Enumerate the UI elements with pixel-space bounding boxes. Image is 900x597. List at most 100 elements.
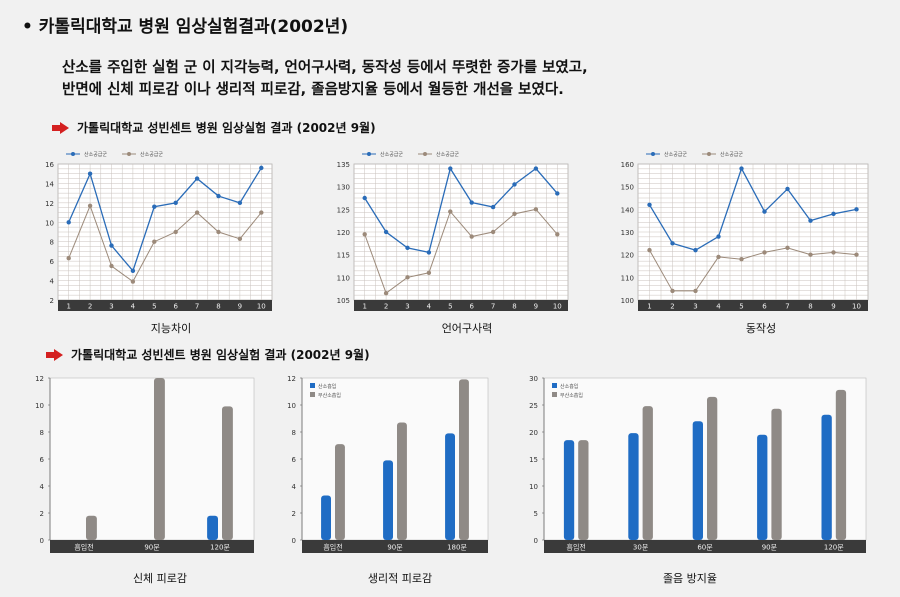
data-point <box>173 229 178 235</box>
line-chart-movement: 100 110 120 130 140 150 160 1 2 3 4 5 6 7 8 9 10 산소공급군 산소공… <box>621 151 869 311</box>
y-tick-label: 10 <box>287 402 296 410</box>
data-point <box>426 270 432 275</box>
chart-caption: 신체 피로감 <box>132 572 188 585</box>
bar-chart-physical-fatigue: 0 2 4 6 8 10 12 흡입전 90분 120분 <box>35 375 255 553</box>
data-point <box>739 166 744 171</box>
data-point <box>426 250 432 255</box>
series-line-placebo <box>649 247 857 292</box>
x-tick-label: 8 <box>216 303 220 311</box>
x-tick-label: 6 <box>469 303 474 311</box>
y-tick-label: 2 <box>292 510 296 518</box>
chart-caption: 언어구사력 <box>441 322 493 335</box>
y-tick-label: 135 <box>337 161 350 169</box>
data-point <box>130 268 136 274</box>
bar-oxygen <box>563 440 575 540</box>
y-tick-label: 12 <box>45 200 54 208</box>
series-line-placebo <box>68 204 262 283</box>
red-arrow-icon <box>46 348 63 361</box>
x-tick-label: 1 <box>66 303 70 311</box>
x-tick-label: 90분 <box>762 544 778 552</box>
legend-marker <box>423 152 427 156</box>
bar-placebo <box>459 379 469 540</box>
data-point <box>216 229 221 235</box>
y-tick-label: 12 <box>287 375 296 383</box>
data-point <box>647 202 652 207</box>
legend-marker <box>367 152 371 156</box>
legend-label: 무산소흡입 <box>560 392 583 399</box>
data-point <box>647 247 652 253</box>
x-tick-label: 3 <box>405 303 409 311</box>
section-heading-bar-charts: 가톨릭대학교 성빈센트 병원 임상실험 결과 (2002년 9월) <box>46 346 370 363</box>
x-tick-label: 6 <box>762 303 767 311</box>
x-tick-label: 2 <box>384 303 388 311</box>
section-heading-line-charts: 가톨릭대학교 성빈센트 병원 임상실험 결과 (2002년 9월) <box>52 119 376 136</box>
x-tick-label: 8 <box>512 303 516 311</box>
data-point <box>469 200 474 205</box>
legend-swatch <box>552 392 557 397</box>
data-point <box>109 263 114 269</box>
bar-oxygen <box>692 421 703 540</box>
data-point <box>194 210 200 215</box>
data-point <box>152 204 157 209</box>
x-axis-band <box>58 300 272 311</box>
x-tick-label: 10 <box>257 303 266 311</box>
legend-label: 산소공급군 <box>140 151 163 158</box>
data-point <box>259 165 264 171</box>
y-tick-label: 5 <box>534 510 538 518</box>
bar-placebo <box>771 408 782 540</box>
y-tick-label: 115 <box>337 252 350 260</box>
bar-placebo <box>642 406 653 540</box>
data-point <box>405 245 410 251</box>
y-tick-label: 10 <box>529 483 538 491</box>
x-tick-label: 10 <box>553 303 562 311</box>
x-tick-label: 4 <box>427 303 432 311</box>
y-tick-label: 120 <box>337 229 350 237</box>
data-point <box>670 241 675 246</box>
bar-oxygen <box>628 433 639 540</box>
legend-label: 산소공급군 <box>720 151 743 158</box>
y-tick-label: 4 <box>40 483 45 491</box>
x-tick-label: 1 <box>362 303 366 311</box>
chart-caption: 졸음 방지율 <box>662 572 718 585</box>
x-axis-band <box>638 300 868 311</box>
x-tick-label: 2 <box>670 303 674 311</box>
plot-area <box>49 377 255 541</box>
series-line-placebo <box>364 208 558 295</box>
bar-placebo <box>154 378 165 540</box>
y-tick-label: 25 <box>529 402 538 410</box>
x-tick-label: 120분 <box>210 544 230 552</box>
legend-marker <box>127 152 131 156</box>
x-axis-band <box>50 540 254 553</box>
data-point <box>216 193 221 199</box>
x-tick-label: 10 <box>852 303 861 311</box>
bar-placebo <box>835 389 847 540</box>
data-point <box>490 229 496 235</box>
data-point <box>362 232 367 237</box>
y-tick-label: 0 <box>40 537 44 545</box>
x-tick-label: 흡입전 <box>74 543 93 552</box>
y-tick-label: 130 <box>337 184 350 192</box>
y-tick-label: 8 <box>50 239 54 247</box>
x-tick-label: 4 <box>131 303 136 311</box>
legend-swatch <box>310 392 315 397</box>
x-tick-label: 7 <box>195 303 199 311</box>
y-tick-label: 110 <box>621 274 634 282</box>
x-tick-label: 9 <box>534 303 538 311</box>
data-point <box>716 254 721 260</box>
data-point <box>469 234 474 239</box>
x-tick-label: 9 <box>238 303 242 311</box>
y-tick-label: 0 <box>292 537 296 545</box>
data-point <box>831 250 836 255</box>
data-point <box>66 256 71 261</box>
x-axis-band <box>302 540 488 553</box>
x-tick-label: 9 <box>831 303 835 311</box>
y-tick-label: 4 <box>50 278 55 286</box>
x-tick-label: 30분 <box>633 544 649 552</box>
y-tick-label: 2 <box>50 297 54 305</box>
x-tick-label: 6 <box>173 303 178 311</box>
series-line-oxygen <box>648 166 857 251</box>
x-axis-band <box>354 300 568 311</box>
